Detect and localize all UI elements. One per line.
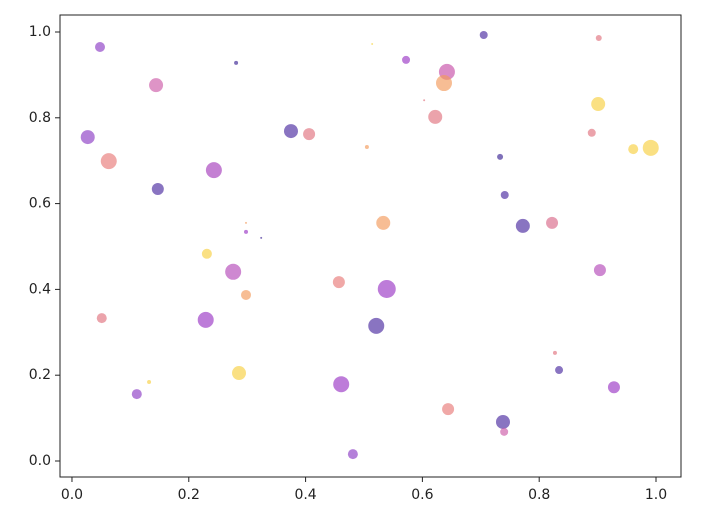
scatter-point [333,376,350,393]
scatter-point [151,183,164,196]
scatter-point [423,99,426,102]
scatter-point [515,218,530,233]
scatter-point [201,248,212,259]
scatter-point [100,153,117,170]
scatter-point [234,60,239,65]
y-tick-label: 1.0 [29,24,51,40]
y-tick-label: 0.6 [29,196,51,212]
scatter-point [402,55,411,64]
scatter-point [546,216,559,229]
scatter-point [595,34,602,41]
scatter-point [555,366,564,375]
x-tick-label: 0.0 [61,487,83,503]
scatter-point [368,317,385,334]
scatter-point [497,153,504,160]
scatter-point [303,128,316,141]
scatter-point [591,97,606,112]
scatter-point [500,191,509,200]
scatter-point [587,128,596,137]
scatter-point [607,381,620,394]
scatter-point [552,350,557,355]
y-tick-label: 0.0 [29,453,51,469]
x-tick-label: 1.0 [645,487,667,503]
scatter-point [428,109,443,124]
scatter-point [96,313,107,324]
scatter-point [232,366,247,381]
scatter-point [642,139,659,156]
scatter-point [376,215,391,230]
x-tick-label: 0.6 [411,487,433,503]
x-tick-label: 0.4 [294,487,316,503]
y-tick-label: 0.8 [29,110,51,126]
scatter-point [283,124,298,139]
scatter-point [95,42,106,53]
scatter-point [479,30,488,39]
scatter-point [245,221,248,224]
plot-frame [59,14,682,478]
scatter-point [628,144,639,155]
scatter-point [205,162,222,179]
scatter-point [332,276,345,289]
scatter-point [500,427,509,436]
scatter-point [260,236,263,239]
scatter-point [495,414,510,429]
y-tick-label: 0.2 [29,367,51,383]
y-tick-label: 0.4 [29,281,51,297]
scatter-point [442,403,455,416]
scatter-point [436,75,453,92]
scatter-point [377,279,396,298]
scatter-point [364,144,369,149]
scatter-point [197,311,214,328]
scatter-point [347,449,358,460]
scatter-point [241,289,252,300]
scatter-point [149,78,164,93]
scatter-point [371,43,374,46]
scatter-point [147,380,152,385]
scatter-point [244,229,249,234]
scatter-point [225,263,242,280]
scatter-point [593,264,606,277]
x-tick-label: 0.8 [528,487,550,503]
scatter-point [80,130,95,145]
x-tick-label: 0.2 [178,487,200,503]
scatter-point [131,389,142,400]
